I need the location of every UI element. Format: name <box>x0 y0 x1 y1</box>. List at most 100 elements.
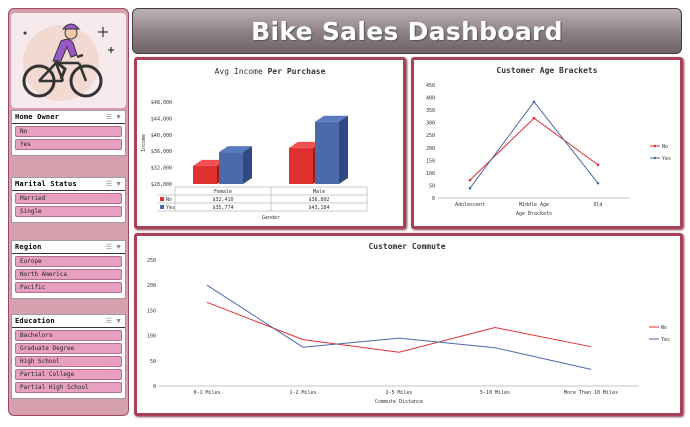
x-axis-label: Commute Distance <box>375 399 423 405</box>
x-tick-label: Middle Age <box>519 202 549 208</box>
data-point <box>532 116 536 120</box>
y-tick-label: 0 <box>432 196 435 202</box>
slicer-title: Education <box>15 317 55 325</box>
y-tick-label: 50 <box>150 359 156 365</box>
chart-title: Customer Commute <box>368 242 445 251</box>
bar-top <box>315 115 348 122</box>
y-tick-label: $32,000 <box>151 166 172 172</box>
y-tick-label: $40,000 <box>151 133 172 139</box>
bar-front <box>193 165 217 184</box>
series-line-no <box>469 117 599 181</box>
clear-filter-icon[interactable]: ▼ <box>115 317 122 325</box>
slicer-item-married[interactable]: Married <box>15 193 122 204</box>
clear-filter-icon[interactable]: ▼ <box>115 113 122 121</box>
slicer-title: Home Owner <box>15 113 60 121</box>
data-label: $35,774 <box>212 205 233 211</box>
legend-swatch <box>160 205 164 209</box>
bar-side <box>243 146 252 184</box>
y-axis-label: Income <box>141 134 147 152</box>
y-tick-label: $36,000 <box>151 149 172 155</box>
commute-chart-panel[interactable]: Customer Commute 250 200 150 100 50 0 0-1 Miles… <box>134 233 683 416</box>
multi-select-icon[interactable]: ☰ <box>105 113 113 121</box>
y-tick-label: 350 <box>426 108 435 114</box>
y-tick-label: $48,000 <box>151 100 172 106</box>
y-tick-label: $28,000 <box>151 182 172 188</box>
clear-filter-icon[interactable]: ▼ <box>115 243 122 251</box>
data-label: $43,184 <box>308 205 329 211</box>
clear-filter-icon[interactable]: ▼ <box>115 180 122 188</box>
age-chart-panel[interactable]: Customer Age Brackets 450 400 350 300 250 200 1… <box>411 57 683 229</box>
y-tick-label: 200 <box>147 283 156 289</box>
slicer-home-owner: Home Owner ☰ ▼ No Yes <box>11 110 126 156</box>
y-tick-label: 250 <box>426 133 435 139</box>
slicer-item-north-america[interactable]: North America <box>15 269 122 280</box>
x-tick-label: 5-10 Miles <box>480 390 510 396</box>
data-point <box>532 100 536 104</box>
x-tick-label: 1-2 Miles <box>289 390 316 396</box>
income-chart-panel[interactable]: Avg Income Per Purchase $48,000 $44,000 $40… <box>134 57 406 229</box>
data-label: $32,410 <box>212 197 233 203</box>
x-category-label: Female <box>214 189 232 195</box>
y-tick-label: 150 <box>426 158 435 164</box>
slicer-title: Region <box>15 243 42 251</box>
x-tick-label: More Than 10 Miles <box>564 390 618 396</box>
multi-select-icon[interactable]: ☰ <box>105 180 113 188</box>
slicer-item-no[interactable]: No <box>15 126 122 137</box>
y-tick-label: $44,000 <box>151 116 172 122</box>
data-point <box>596 163 600 167</box>
slicer-item-bachelors[interactable]: Bachelors <box>15 330 122 341</box>
y-tick-label: 250 <box>147 258 156 264</box>
slicer-item-pacific[interactable]: Pacific <box>15 282 122 293</box>
bar-top <box>289 141 322 148</box>
slicer-education: Education ☰ ▼ Bachelors Graduate Degree H… <box>11 314 126 399</box>
x-axis-label: Age Brackets <box>516 211 552 217</box>
legend-label: No <box>661 325 667 331</box>
title-banner: Bike Sales Dashboard <box>132 8 682 54</box>
bar-front <box>289 147 313 184</box>
bar-top <box>193 159 226 166</box>
legend-swatch <box>160 197 164 201</box>
chart-title: Avg Income Per Purchase <box>215 67 326 76</box>
bar-side <box>339 115 348 184</box>
slicer-item-partial-high-school[interactable]: Partial High School <box>15 382 122 393</box>
legend-label: Yes <box>661 337 670 343</box>
legend-label: Yes <box>166 205 175 211</box>
data-point <box>468 178 472 182</box>
series-line-yes <box>206 284 592 370</box>
bar-front <box>219 152 243 184</box>
data-label: $36,802 <box>308 197 329 203</box>
x-category-label: Male <box>313 189 325 195</box>
multi-select-icon[interactable]: ☰ <box>105 243 113 251</box>
legend-marker <box>653 144 657 148</box>
legend-marker <box>653 156 657 160</box>
series-line-no <box>206 301 592 353</box>
x-axis-label: Gender <box>262 215 280 221</box>
multi-select-icon[interactable]: ☰ <box>105 317 113 325</box>
y-tick-label: 400 <box>426 96 435 102</box>
sidebar: Home Owner ☰ ▼ No Yes Marital Status ☰ ▼ M… <box>8 8 129 416</box>
slicer-item-single[interactable]: Single <box>15 206 122 217</box>
y-tick-label: 200 <box>426 146 435 152</box>
slicer-item-partial-college[interactable]: Partial College <box>15 369 122 380</box>
legend-label: Yes <box>662 156 671 162</box>
slicer-marital-status: Marital Status ☰ ▼ Married Single <box>11 177 126 223</box>
y-tick-label: 450 <box>426 83 435 89</box>
data-point <box>596 181 600 185</box>
slicer-item-graduate-degree[interactable]: Graduate Degree <box>15 343 122 354</box>
x-tick-label: Adolescent <box>455 202 485 208</box>
slicer-item-europe[interactable]: Europe <box>15 256 122 267</box>
slicer-region: Region ☰ ▼ Europe North America Pacific <box>11 240 126 299</box>
slicer-title: Marital Status <box>15 180 77 188</box>
x-tick-label: 2-5 Miles <box>385 390 412 396</box>
bar-front <box>315 121 339 184</box>
y-tick-label: 300 <box>426 121 435 127</box>
chart-title: Customer Age Brackets <box>496 66 597 75</box>
y-tick-label: 0 <box>153 384 156 390</box>
y-tick-label: 50 <box>429 183 435 189</box>
slicer-item-yes[interactable]: Yes <box>15 139 122 150</box>
y-tick-label: 100 <box>147 334 156 340</box>
slicer-item-high-school[interactable]: High School <box>15 356 122 367</box>
legend-label: No <box>166 197 172 203</box>
bike-logo <box>11 13 126 108</box>
commute-chart: Customer Commute 250 200 150 100 50 0 0-1 Miles… <box>147 242 670 405</box>
